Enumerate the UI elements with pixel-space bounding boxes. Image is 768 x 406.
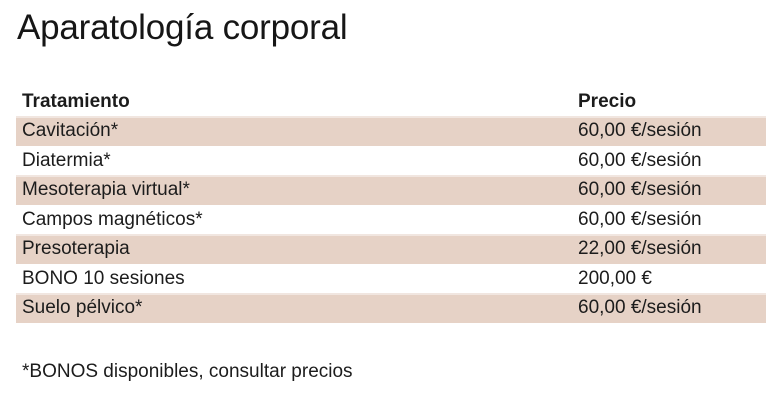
treatment-cell: Cavitación* [22, 120, 119, 141]
table-row: Diatermia* 60,00 €/sesión [16, 146, 766, 176]
price-cell: 200,00 € [578, 267, 652, 289]
table-row: Mesoterapia virtual* 60,00 €/sesión [16, 175, 766, 205]
treatment-cell: Mesoterapia virtual* [22, 179, 190, 200]
table-row: Presoterapia 22,00 €/sesión [16, 234, 766, 264]
table-header-row: Tratamiento Precio [16, 88, 766, 116]
price-table: Tratamiento Precio Cavitación* 60,00 €/s… [16, 88, 766, 323]
treatment-cell: Campos magnéticos* [22, 208, 203, 230]
column-header-tratamiento: Tratamiento [22, 91, 130, 112]
price-cell: 60,00 €/sesión [578, 149, 702, 171]
treatment-cell: BONO 10 sesiones [22, 267, 185, 289]
price-cell: 60,00 €/sesión [578, 120, 702, 141]
page-title: Aparatología corporal [17, 8, 348, 47]
table-row: Suelo pélvico* 60,00 €/sesión [16, 293, 766, 323]
price-cell: 60,00 €/sesión [578, 208, 702, 230]
table-row: Campos magnéticos* 60,00 €/sesión [16, 205, 766, 235]
treatment-cell: Suelo pélvico* [22, 297, 143, 318]
footnote: *BONOS disponibles, consultar precios [22, 360, 353, 382]
treatment-cell: Diatermia* [22, 149, 111, 171]
column-header-precio: Precio [578, 91, 637, 112]
price-cell: 60,00 €/sesión [578, 297, 702, 318]
table-row: Cavitación* 60,00 €/sesión [16, 116, 766, 146]
treatment-cell: Presoterapia [22, 238, 130, 259]
document-page: Aparatología corporal Tratamiento Precio… [0, 7, 768, 406]
table-row: BONO 10 sesiones 200,00 € [16, 264, 766, 294]
table-body: Cavitación* 60,00 €/sesión Diatermia* 60… [16, 116, 766, 323]
price-cell: 22,00 €/sesión [578, 238, 702, 259]
price-cell: 60,00 €/sesión [578, 179, 702, 200]
